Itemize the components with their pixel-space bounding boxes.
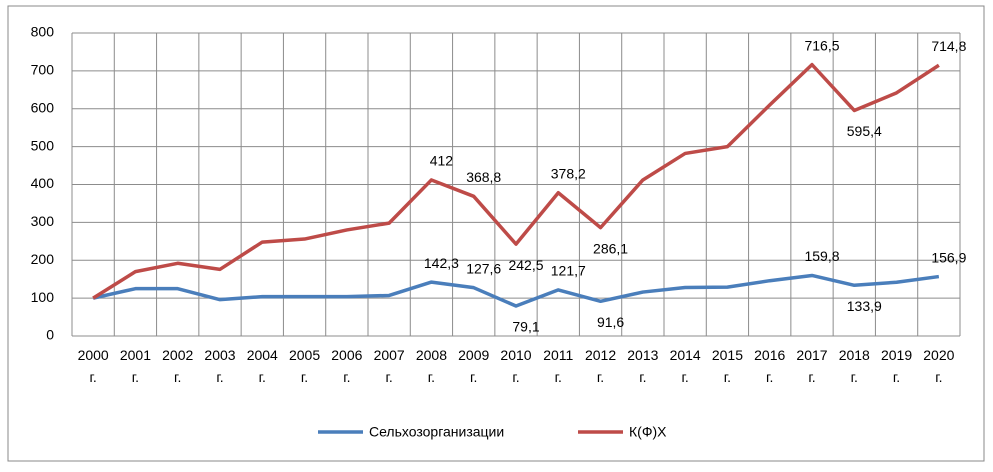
x-tick-label: 2010 г. xyxy=(500,347,532,385)
data-label: 156,9 xyxy=(931,249,966,265)
x-tick-label: 2004 г. xyxy=(246,347,278,385)
x-tick-label: 2011 г. xyxy=(543,347,574,385)
x-tick-label: 2020 г. xyxy=(923,347,955,385)
data-label: 79,1 xyxy=(512,319,539,335)
y-tick-label: 700 xyxy=(31,62,55,78)
data-label: 716,5 xyxy=(804,37,839,53)
data-label: 714,8 xyxy=(931,38,966,54)
data-label: 121,7 xyxy=(551,263,586,279)
data-label: 127,6 xyxy=(466,260,501,276)
x-tick-label: 2002 г. xyxy=(162,347,194,385)
y-tick-label: 500 xyxy=(31,137,55,153)
chart-border xyxy=(7,5,985,462)
data-label: 378,2 xyxy=(551,165,586,181)
x-tick-label: 2015 г. xyxy=(711,347,743,385)
x-tick-label: 2012 г. xyxy=(584,347,617,385)
x-tick-label: 2019 г. xyxy=(880,347,913,385)
series-line xyxy=(92,62,940,300)
data-label: 133,9 xyxy=(847,298,882,314)
x-tick-label: 2014 г. xyxy=(669,347,701,385)
legend-label: Сельхозорганизации xyxy=(369,424,504,440)
x-tick-label: 2007 г. xyxy=(373,347,405,385)
y-tick-label: 400 xyxy=(31,175,55,191)
x-tick-label: 2013 г. xyxy=(627,347,659,385)
data-label: 412 xyxy=(430,153,454,169)
x-tick-label: 2018 г. xyxy=(838,347,870,385)
data-label: 368,8 xyxy=(466,169,501,185)
x-tick-label: 2005 г. xyxy=(288,347,321,385)
x-tick-label: 2008 г. xyxy=(415,347,447,385)
data-label: 242,5 xyxy=(508,257,543,273)
data-label: 91,6 xyxy=(597,314,624,330)
data-label: 286,1 xyxy=(593,240,628,256)
y-tick-label: 300 xyxy=(31,213,55,229)
y-tick-label: 600 xyxy=(31,99,55,115)
x-tick-label: 2000 г. xyxy=(77,347,109,385)
data-label: 142,3 xyxy=(424,255,459,271)
data-label: 159,8 xyxy=(804,248,839,264)
y-tick-label: 0 xyxy=(46,327,54,343)
x-tick-label: 2001 г. xyxy=(119,347,151,385)
x-tick-label: 2003 г. xyxy=(204,347,236,385)
x-tick-label: 2016 г. xyxy=(754,347,786,385)
series-line xyxy=(92,273,940,308)
legend-label: К(Ф)Х xyxy=(629,424,667,440)
x-tick-label: 2017 г. xyxy=(796,347,828,385)
y-tick-label: 800 xyxy=(31,24,55,40)
y-tick-label: 100 xyxy=(31,289,55,305)
x-tick-label: 2006 г. xyxy=(331,347,363,385)
y-tick-label: 200 xyxy=(31,251,55,267)
data-label: 595,4 xyxy=(847,123,882,139)
x-tick-label: 2009 г. xyxy=(458,347,490,385)
